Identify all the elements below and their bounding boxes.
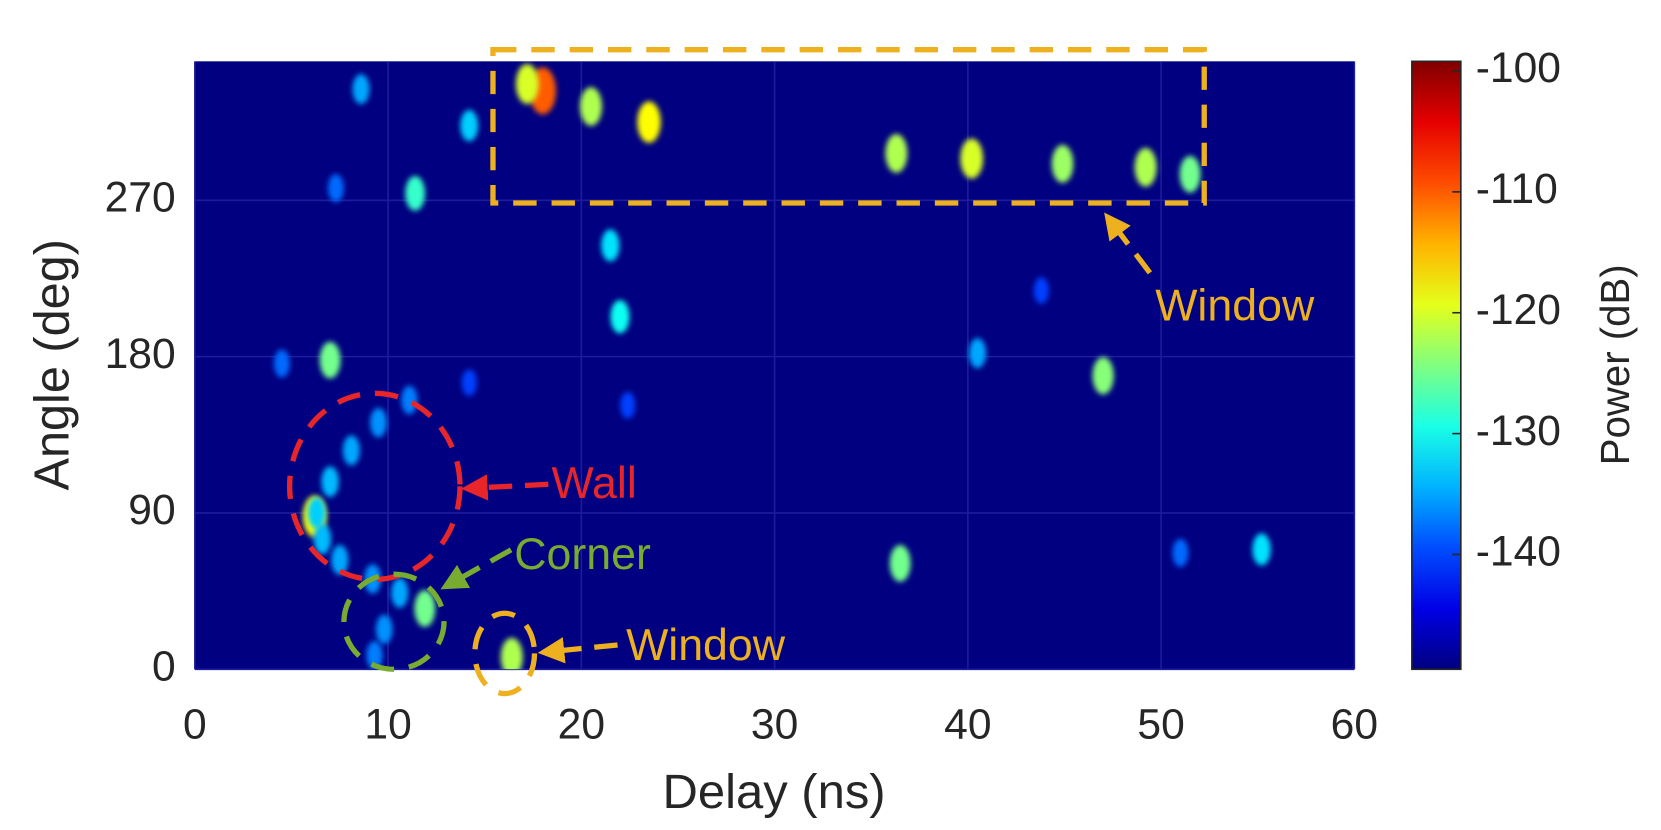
power-spot <box>352 74 370 105</box>
power-spot <box>414 590 436 627</box>
power-spot <box>331 544 349 575</box>
colorbar-title: Power (dB) <box>1593 264 1638 465</box>
y-tick-label: 180 <box>105 330 176 377</box>
colorbar-tick-label: -130 <box>1476 407 1561 454</box>
power-spot <box>601 229 620 262</box>
x-tick-label: 0 <box>183 701 207 748</box>
power-spot <box>1134 147 1157 187</box>
annotation-label: Corner <box>514 530 651 579</box>
power-spot <box>1092 357 1114 395</box>
annotation-label: Window <box>1155 282 1315 331</box>
x-tick-label: 20 <box>558 701 605 748</box>
power-spot <box>620 391 636 419</box>
power-spot <box>370 407 387 438</box>
power-spot <box>319 341 341 379</box>
power-spot <box>500 637 523 670</box>
power-spot <box>313 523 332 555</box>
colorbar <box>1411 60 1462 671</box>
y-axis-title: Angle (deg) <box>25 239 79 490</box>
power-spot <box>1051 144 1074 183</box>
colorbar-tick-label: -120 <box>1476 286 1561 333</box>
x-tick-label: 30 <box>751 701 798 748</box>
power-spot <box>342 435 360 466</box>
annotation-label: Window <box>626 621 786 670</box>
power-spot <box>1179 155 1201 193</box>
y-tick-label: 90 <box>128 486 175 533</box>
x-tick-label: 50 <box>1137 701 1184 748</box>
power-spot <box>321 466 339 498</box>
annotation-arrow <box>537 637 618 664</box>
power-spot <box>391 577 409 608</box>
power-spot <box>580 87 603 126</box>
power-spot <box>889 544 911 582</box>
annotation-label: Wall <box>552 459 637 508</box>
power-spot <box>610 299 630 334</box>
power-spot <box>637 101 661 143</box>
annotation-arrow <box>461 474 549 501</box>
x-tick-label: 10 <box>364 701 411 748</box>
power-spot <box>405 175 425 211</box>
annotation-outline <box>341 571 447 672</box>
x-tick-label: 40 <box>944 701 991 748</box>
x-axis-title: Delay (ns) <box>663 765 886 819</box>
power-spot <box>969 338 987 369</box>
y-tick-label: 0 <box>152 643 176 690</box>
y-tick-label: 270 <box>105 174 176 221</box>
colorbar-tick-label: -100 <box>1476 44 1561 91</box>
colorbar-tick-label: -140 <box>1476 528 1561 575</box>
power-spot <box>461 369 477 397</box>
power-spot <box>460 109 479 142</box>
power-spot <box>273 349 290 378</box>
annotation-arrow <box>1104 212 1153 275</box>
annotation-arrow <box>440 547 513 590</box>
power-spot <box>1172 538 1189 567</box>
power-spot <box>307 497 326 529</box>
heatmap <box>273 63 1271 670</box>
annotation-outline <box>472 610 538 697</box>
annotation-outline <box>286 390 463 583</box>
power-spot <box>885 133 908 173</box>
power-spot <box>515 63 539 104</box>
power-spot <box>960 138 984 179</box>
colorbar-tick-label: -110 <box>1476 165 1558 212</box>
power-spot <box>401 385 418 415</box>
power-spot <box>375 614 393 645</box>
annotation-outline <box>490 47 1207 206</box>
x-tick-label: 60 <box>1331 701 1378 748</box>
power-spot <box>366 641 383 670</box>
power-spot <box>1252 533 1271 566</box>
power-spot <box>327 174 344 203</box>
power-spot <box>1033 277 1049 304</box>
